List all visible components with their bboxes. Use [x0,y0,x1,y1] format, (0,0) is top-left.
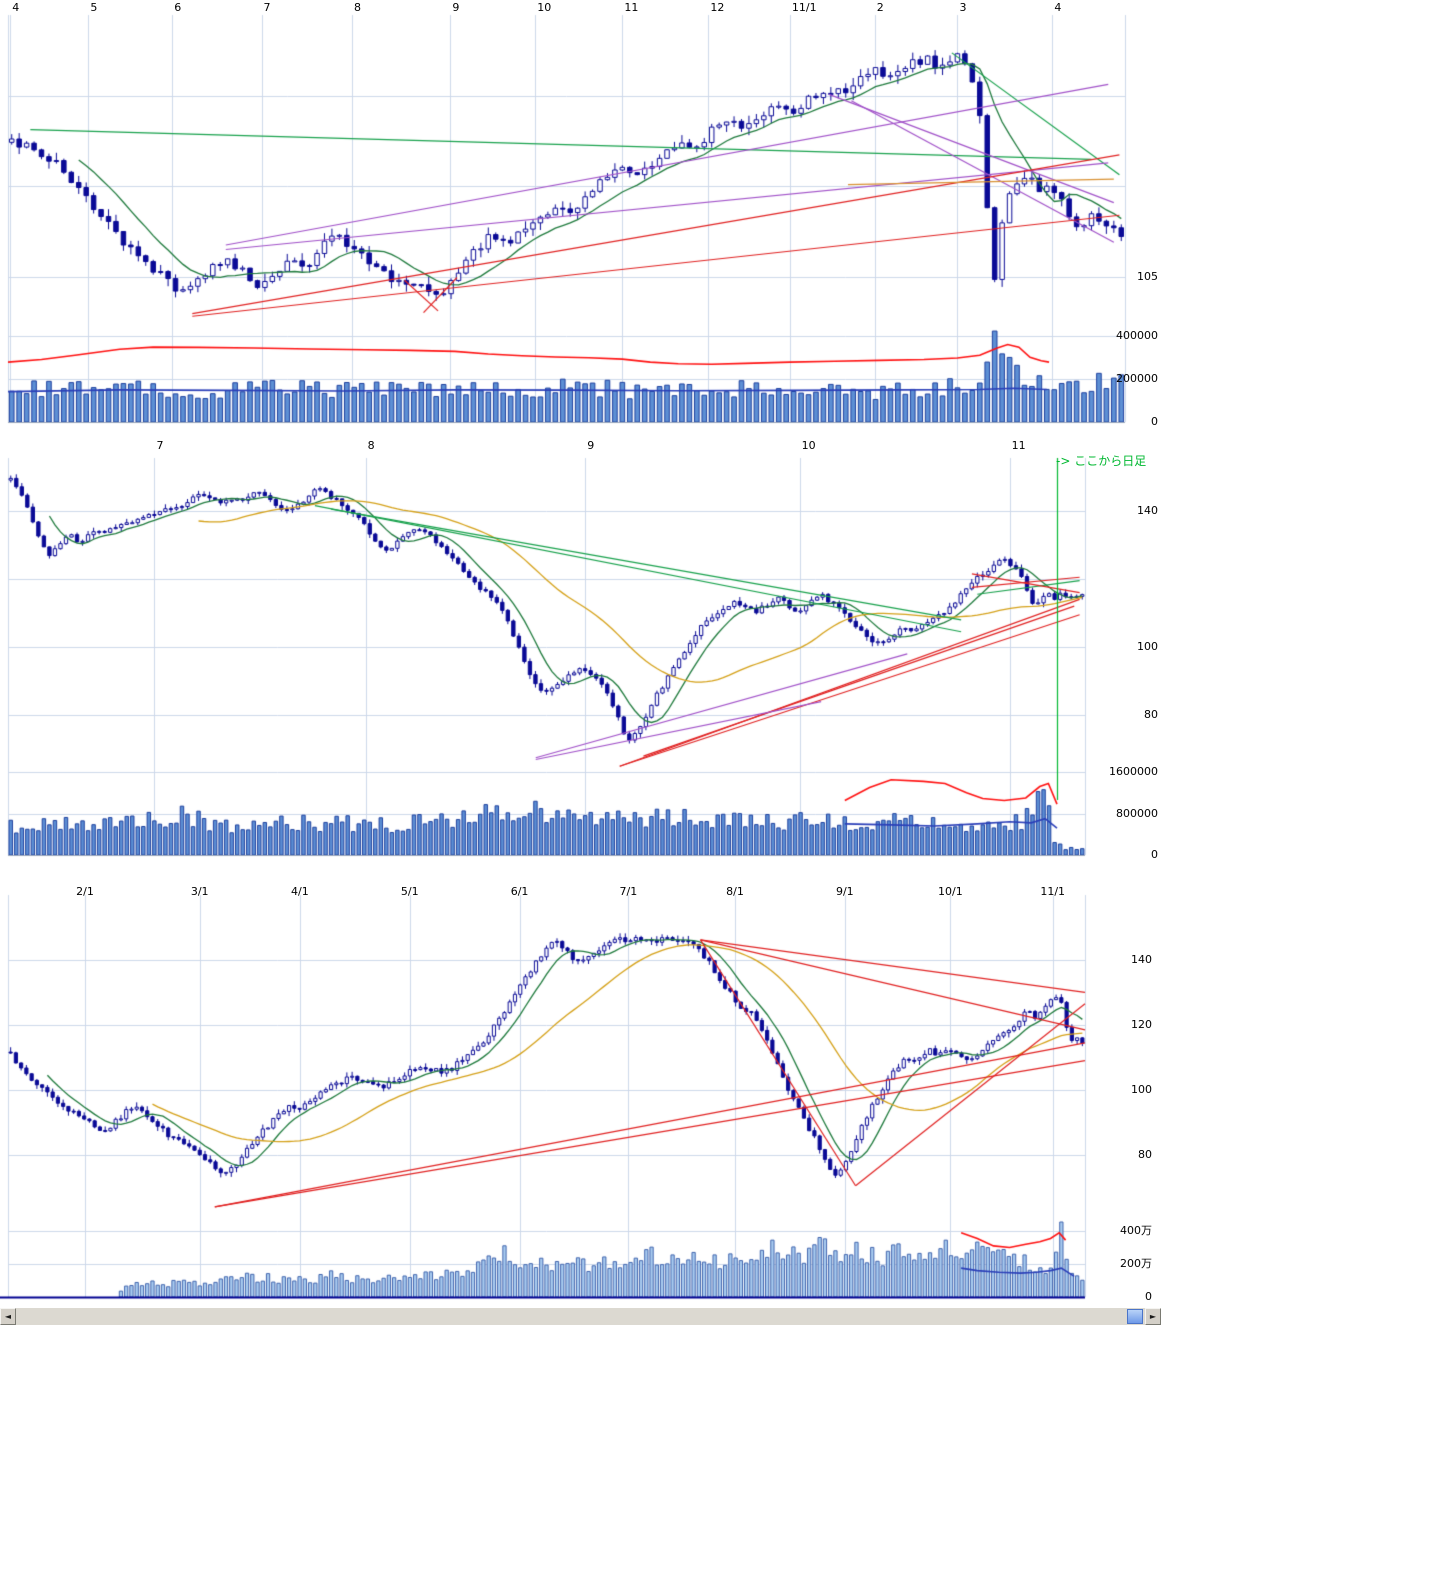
daily-from-here-annotation: -> ここから日足 [1056,454,1147,468]
scroll-track[interactable] [16,1308,1145,1325]
time-axis-label: 6 [174,1,182,14]
scroll-right-button[interactable]: ► [1145,1308,1161,1325]
price-axis-label: 100 [1137,640,1158,654]
daily-chart-canvas[interactable] [0,435,1165,865]
volume-axis-label: 0 [1145,1290,1152,1303]
volume-axis-label: 0 [1151,848,1158,861]
time-axis-label: 10/1 [938,885,963,898]
volume-axis-label: 0 [1151,415,1158,428]
time-axis-label: 3 [959,1,967,14]
scroll-thumb[interactable] [1127,1309,1143,1324]
price-axis-label: 105 [1137,269,1158,283]
time-axis-label: 11/1 [1040,885,1066,898]
long-range-daily-chart-panel[interactable]: 2/1 3/1 4/1 5/1 6/1 7/1 8/1 9/1 10/1 11/1 140 120 10… [0,880,1165,1308]
time-axis-label: 8/1 [726,885,744,898]
time-axis-label: 11/1 [791,1,817,14]
time-axis-label: 11 [1011,439,1026,452]
scroll-left-button[interactable]: ◄ [0,1308,16,1325]
time-axis-label: 5/1 [400,885,419,898]
time-axis-label: 11 [624,1,639,14]
time-axis-label: 8 [367,439,375,452]
time-axis-label: 10 [537,1,552,14]
price-axis-label: 100 [1131,1082,1152,1096]
time-axis-label: 9 [587,439,595,452]
weekly-chart-canvas[interactable] [0,0,1165,433]
horizontal-scrollbar[interactable]: ◄ ► [0,1308,1161,1325]
price-axis-label: 80 [1138,1147,1152,1161]
scroll-right-arrow-icon: ► [1149,1312,1157,1321]
time-axis-label: 2/1 [76,885,94,898]
scroll-left-arrow-icon: ◄ [4,1312,12,1321]
volume-axis-label: 1600000 [1109,765,1158,778]
time-axis-label: 2 [876,1,884,14]
time-axis-label: 4 [1054,1,1062,14]
time-axis-label: 7 [263,1,271,14]
volume-axis-label: 400万 [1120,1224,1152,1238]
time-axis-label: 3/1 [190,885,209,898]
time-axis-label: 9 [452,1,460,14]
time-axis-label: 10 [801,439,816,452]
price-axis-label: 120 [1131,1017,1152,1031]
time-axis-label: 9/1 [835,885,854,898]
time-axis-label: 5 [90,1,98,14]
time-axis-label: 6/1 [510,885,529,898]
volume-axis-label: 200万 [1120,1257,1152,1271]
long-range-daily-chart-canvas[interactable] [0,880,1165,1308]
price-axis-label: 140 [1131,952,1152,966]
price-axis-label: 140 [1137,503,1158,517]
time-axis-label: 12 [710,1,725,14]
time-axis-label: 7 [156,439,164,452]
volume-axis-label: 800000 [1116,806,1158,820]
time-axis-label: 4 [12,1,20,14]
weekly-chart-panel[interactable]: 4 5 6 7 8 9 10 11 12 11/1 2 3 4 105 400000 200000 0 [0,0,1165,433]
price-axis-label: 80 [1144,708,1158,722]
volume-axis-label: 400000 [1116,329,1158,343]
daily-chart-panel[interactable]: 7 8 9 10 11 140 100 80 1600000 800000 0 [0,435,1165,865]
time-axis-label: 4/1 [291,885,309,898]
time-axis-label: 8 [354,1,362,14]
volume-axis-label: 200000 [1116,372,1158,386]
time-axis-label: 7/1 [619,885,638,898]
